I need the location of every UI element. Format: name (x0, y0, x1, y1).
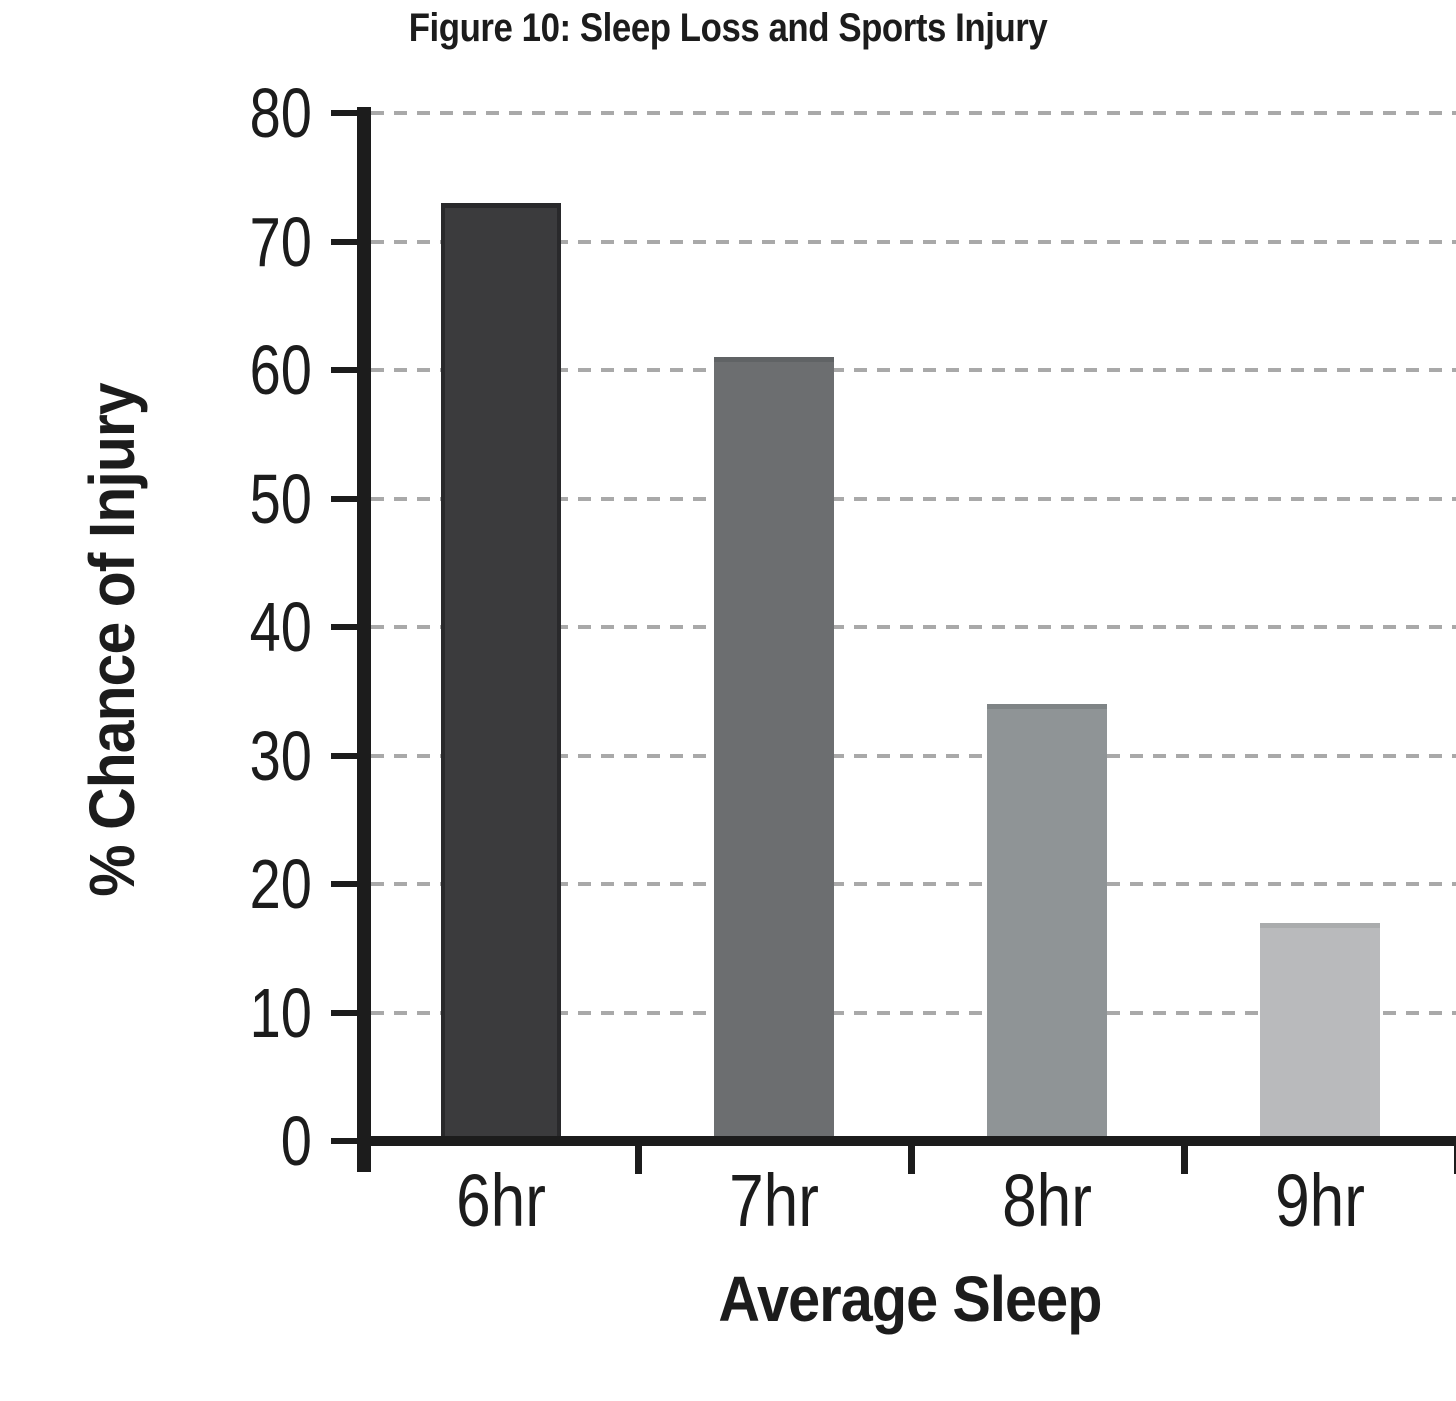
y-tick-70 (331, 238, 357, 245)
y-tick-30 (331, 752, 357, 759)
y-tick-label-30: 30 (249, 716, 312, 795)
y-tick-0 (331, 1138, 357, 1144)
y-tick-40 (331, 624, 357, 630)
gridline-70 (371, 239, 1456, 244)
y-tick-60 (331, 367, 357, 373)
x-tick-label-9hr: 9hr (1275, 1159, 1365, 1242)
y-tick-label-20: 20 (249, 845, 312, 923)
y-tick-20 (331, 881, 357, 887)
y-tick-80 (331, 110, 357, 116)
gridline-20 (371, 882, 1456, 886)
x-tick-2 (907, 1146, 915, 1174)
gridline-30 (371, 753, 1456, 758)
gridline-10 (371, 1010, 1456, 1015)
y-tick-label-50: 50 (249, 459, 312, 538)
gridline-60 (371, 368, 1456, 372)
y-tick-label-80: 80 (249, 74, 312, 152)
y-tick-label-40: 40 (249, 588, 312, 666)
y-axis-spine (357, 107, 371, 1172)
y-tick-label-0: 0 (280, 1102, 312, 1180)
y-axis-label: % Chance of Injury (76, 383, 148, 897)
x-tick-label-6hr: 6hr (456, 1159, 546, 1242)
y-tick-50 (331, 495, 357, 502)
gridline-80 (371, 111, 1456, 115)
x-axis-line (357, 1136, 1456, 1146)
x-tick-label-7hr: 7hr (729, 1159, 819, 1242)
bar-8hr (987, 704, 1107, 1141)
x-axis-label: Average Sleep (718, 1263, 1102, 1335)
gridline-50 (371, 496, 1456, 501)
bar-9hr (1260, 922, 1380, 1141)
bar-6hr (441, 202, 561, 1141)
chart-title: Figure 10: Sleep Loss and Sports Injury (408, 6, 1048, 50)
bar-7hr (714, 357, 834, 1141)
x-tick-label-8hr: 8hr (1002, 1159, 1092, 1242)
x-tick-3 (1180, 1146, 1188, 1174)
gridline-40 (371, 625, 1456, 629)
x-tick-4 (1453, 1146, 1456, 1174)
y-tick-label-70: 70 (249, 202, 312, 281)
y-tick-label-10: 10 (249, 973, 312, 1052)
y-tick-label-60: 60 (249, 331, 312, 409)
y-tick-10 (331, 1009, 357, 1016)
x-tick-1 (634, 1146, 642, 1174)
